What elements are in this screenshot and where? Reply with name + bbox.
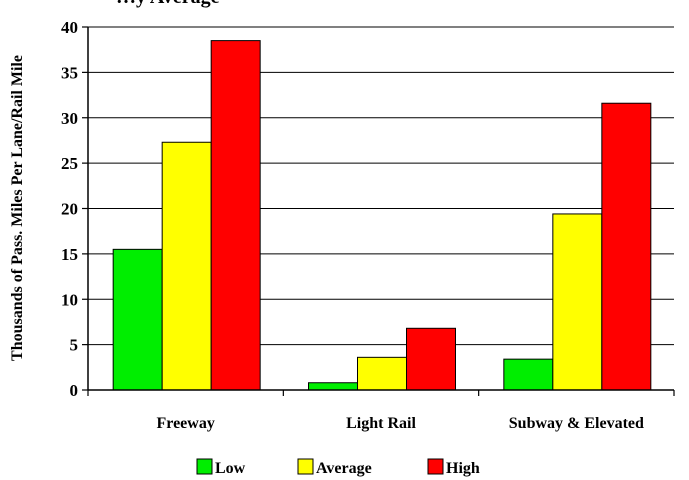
legend-label-high: High — [446, 460, 480, 477]
y-tick-labels: 0 5 10 15 20 25 30 35 40 — [61, 18, 78, 400]
y-tick-label: 0 — [70, 381, 79, 400]
bar-high-1 — [406, 327, 456, 391]
axes — [87, 27, 674, 391]
bar-average-0 — [161, 141, 212, 391]
y-tick-label: 40 — [61, 18, 78, 37]
y-tick-label: 35 — [61, 63, 78, 82]
legend: Low Average High — [196, 458, 480, 477]
legend-label-average: Average — [316, 460, 372, 477]
bar-low-0 — [112, 248, 163, 391]
y-tick-label: 25 — [61, 154, 78, 173]
bar-low-2 — [503, 358, 554, 391]
bar-average-1 — [357, 356, 407, 391]
y-axis-title: Thousands of Pass. Miles Per Lane/Rail M… — [9, 55, 26, 361]
y-tick-label: 15 — [61, 245, 78, 264]
x-category-label: Light Rail — [346, 415, 416, 432]
bar-average-2 — [552, 213, 603, 391]
legend-swatch-low — [196, 458, 213, 475]
y-tick-label: 5 — [70, 336, 79, 355]
y-tick-label: 30 — [61, 109, 78, 128]
x-category-label: Subway & Elevated — [509, 415, 644, 432]
legend-label-low: Low — [215, 460, 246, 477]
x-category-label: Freeway — [156, 415, 214, 432]
bar-low-1 — [308, 382, 358, 391]
bars — [87, 40, 675, 396]
bar-high-2 — [601, 102, 652, 391]
chart-title: …y Average — [116, 0, 220, 8]
legend-swatch-average — [297, 458, 314, 475]
y-tick-label: 20 — [61, 200, 78, 219]
bar-high-0 — [210, 40, 261, 391]
x-category-labels: Freeway Light Rail Subway & Elevated — [156, 415, 644, 432]
legend-swatch-high — [427, 458, 444, 475]
y-tick-label: 10 — [61, 290, 78, 309]
